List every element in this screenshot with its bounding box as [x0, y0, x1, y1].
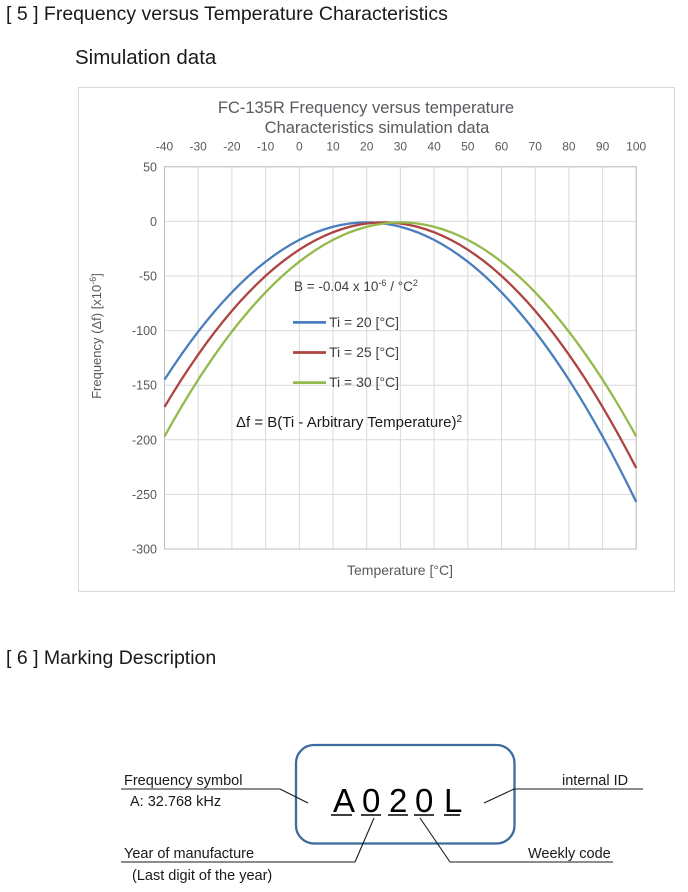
svg-text:-150: -150	[132, 379, 157, 393]
svg-text:30: 30	[394, 140, 408, 154]
svg-text:Frequency (Δf) [x10-6]: Frequency (Δf) [x10-6]	[88, 273, 104, 399]
svg-text:internal ID: internal ID	[562, 773, 628, 789]
svg-text:Ti = 30 [°C]: Ti = 30 [°C]	[329, 374, 399, 390]
svg-text:0: 0	[362, 782, 380, 819]
svg-text:L: L	[444, 782, 462, 819]
svg-text:60: 60	[495, 140, 509, 154]
svg-text:50: 50	[143, 160, 157, 174]
svg-text:40: 40	[427, 140, 441, 154]
svg-text:FC-135R Frequency versus tempe: FC-135R Frequency versus temperature	[218, 99, 514, 117]
svg-text:0: 0	[296, 140, 303, 154]
svg-text:-40: -40	[156, 140, 174, 154]
svg-text:Weekly code: Weekly code	[528, 846, 611, 862]
svg-text:2: 2	[389, 782, 407, 819]
svg-text:70: 70	[529, 140, 543, 154]
svg-text:Ti = 25 [°C]: Ti = 25 [°C]	[329, 344, 399, 360]
svg-text:-30: -30	[190, 140, 208, 154]
svg-text:20: 20	[360, 140, 374, 154]
svg-text:50: 50	[461, 140, 475, 154]
svg-text:0: 0	[150, 215, 157, 229]
svg-text:-250: -250	[132, 488, 157, 502]
svg-text:0: 0	[415, 782, 433, 819]
svg-text:Δf = B(Ti - Arbitrary Temperat: Δf = B(Ti - Arbitrary Temperature)2	[236, 414, 463, 432]
svg-text:-300: -300	[132, 543, 157, 557]
svg-text:Characteristics simulation dat: Characteristics simulation data	[265, 119, 490, 137]
svg-text:A: A	[333, 782, 355, 819]
svg-text:(Last digit of the year): (Last digit of the year)	[132, 868, 272, 884]
svg-text:90: 90	[596, 140, 610, 154]
svg-text:Ti = 20 [°C]: Ti = 20 [°C]	[329, 314, 399, 330]
svg-text:A: 32.768 kHz: A: 32.768 kHz	[130, 794, 221, 810]
svg-text:100: 100	[626, 140, 646, 154]
svg-text:80: 80	[562, 140, 576, 154]
svg-text:-20: -20	[223, 140, 241, 154]
svg-text:-100: -100	[132, 324, 157, 338]
svg-text:B = -0.04 x 10-6 / °C2: B = -0.04 x 10-6 / °C2	[294, 278, 418, 294]
svg-text:10: 10	[326, 140, 340, 154]
svg-text:-10: -10	[257, 140, 275, 154]
svg-text:Frequency symbol: Frequency symbol	[124, 773, 242, 789]
svg-text:-50: -50	[139, 270, 157, 284]
svg-text:Temperature [°C]: Temperature [°C]	[347, 562, 453, 578]
svg-text:Year of manufacture: Year of manufacture	[124, 846, 254, 862]
svg-text:-200: -200	[132, 433, 157, 447]
